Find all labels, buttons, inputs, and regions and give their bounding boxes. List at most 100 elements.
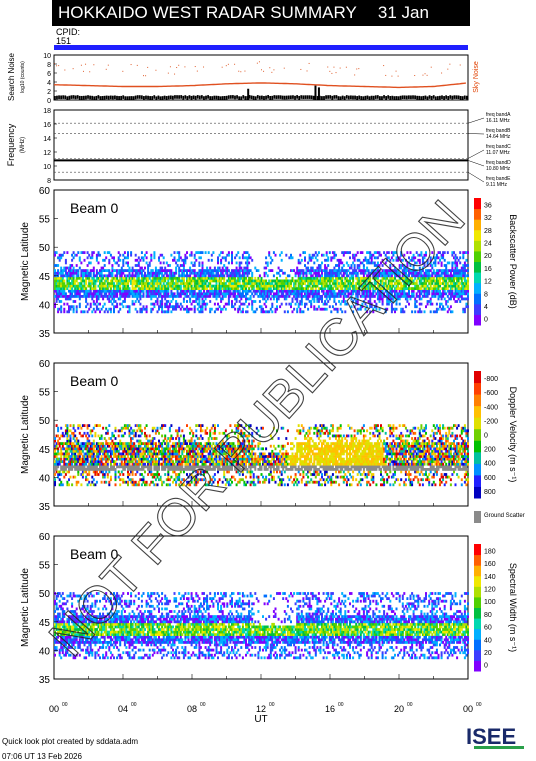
scatter-cell [378, 287, 381, 290]
scatter-cell [262, 284, 264, 288]
scatter-cell [86, 452, 89, 456]
search-noise-bar [453, 95, 456, 99]
scatter-cell [91, 310, 94, 314]
scatter-cell [72, 300, 75, 303]
scatter-cell [241, 276, 244, 280]
scatter-cell [387, 256, 390, 260]
scatter-cell [456, 276, 459, 280]
scatter-cell [80, 442, 83, 445]
scatter-cell [440, 253, 443, 257]
scatter-cell [296, 307, 299, 311]
scatter-cell [421, 276, 424, 280]
scatter-cell [100, 480, 103, 484]
scatter-cell [372, 310, 375, 314]
search-noise-bar [203, 96, 205, 100]
scatter-cell [162, 256, 165, 260]
scatter-cell [440, 282, 443, 285]
noise-point [300, 68, 302, 70]
scatter-cell [88, 253, 91, 257]
scatter-cell [213, 287, 216, 290]
scatter-cell [321, 282, 323, 285]
scatter-cell [77, 480, 80, 484]
scatter-cell [431, 276, 434, 280]
scatter-cell [386, 276, 389, 280]
scatter-cell [414, 282, 417, 285]
scatter-cell [198, 251, 201, 254]
scatter-cell [151, 429, 154, 433]
scatter-cell [397, 256, 400, 260]
scatter-cell [437, 271, 440, 275]
scatter-cell [71, 483, 74, 487]
scatter-cell [398, 282, 401, 285]
scatter-cell [114, 478, 117, 482]
scatter-cell [369, 253, 372, 257]
scatter-cell [61, 269, 64, 272]
noise-point [54, 63, 55, 65]
scatter-cell [106, 279, 109, 283]
scatter-cell [467, 287, 469, 290]
scatter-cell [401, 269, 404, 272]
scatter-cell [153, 305, 156, 309]
scatter-cell [72, 426, 75, 430]
scatter-cell [164, 266, 167, 270]
scatter-cell [465, 284, 468, 288]
scatter-cell [439, 282, 441, 285]
scatter-cell [137, 292, 140, 296]
scatter-cell [89, 279, 92, 283]
scatter-cell [395, 271, 398, 275]
scatter-cell [89, 468, 92, 471]
scatter-cell [117, 297, 120, 301]
scatter-cell [168, 264, 171, 267]
scatter-cell [109, 287, 112, 290]
scatter-cell [435, 302, 438, 306]
scatter-cell [120, 289, 123, 293]
scatter-cell [401, 276, 404, 280]
scatter-cell [89, 431, 92, 435]
scatter-cell [83, 462, 86, 466]
scatter-cell [113, 455, 115, 458]
scatter-cell [395, 307, 398, 311]
scatter-cell [353, 264, 356, 267]
scatter-cell [453, 274, 455, 278]
scatter-cell [204, 297, 207, 301]
scatter-cell [168, 284, 171, 288]
scatter-cell [268, 292, 271, 296]
scatter-cell [113, 434, 115, 438]
scatter-cell [116, 449, 119, 453]
scatter-cell [246, 271, 249, 275]
scatter-cell [383, 292, 386, 296]
scatter-cell [352, 269, 355, 272]
scatter-cell [238, 292, 241, 296]
scatter-cell [235, 295, 238, 298]
scatter-cell [74, 279, 77, 283]
scatter-cell [344, 300, 347, 303]
scatter-cell [91, 475, 94, 479]
scatter-cell [232, 295, 235, 298]
scatter-cell [313, 271, 316, 275]
scatter-cell [57, 460, 60, 463]
scatter-cell [210, 274, 213, 278]
scatter-cell [262, 310, 264, 314]
scatter-cell [384, 284, 387, 288]
scatter-cell [134, 264, 137, 267]
scatter-cell [435, 269, 438, 272]
scatter-cell [418, 287, 421, 290]
scatter-cell [83, 455, 86, 458]
noise-point [447, 68, 449, 70]
scatter-cell [243, 302, 246, 306]
scatter-cell [109, 300, 112, 303]
scatter-cell [97, 442, 100, 445]
scatter-cell [395, 282, 398, 285]
noise-point [383, 65, 385, 67]
search-noise-bar [275, 95, 278, 99]
noise-point [449, 63, 451, 65]
scatter-cell [248, 253, 251, 257]
scatter-cell [369, 274, 372, 278]
scatter-cell [217, 302, 219, 306]
cpid-value: 151 [56, 36, 72, 46]
scatter-cell [408, 284, 410, 288]
scatter-cell [317, 274, 320, 278]
scatter-cell [344, 251, 347, 254]
scatter-cell [443, 307, 446, 311]
scatter-cell [276, 279, 278, 283]
